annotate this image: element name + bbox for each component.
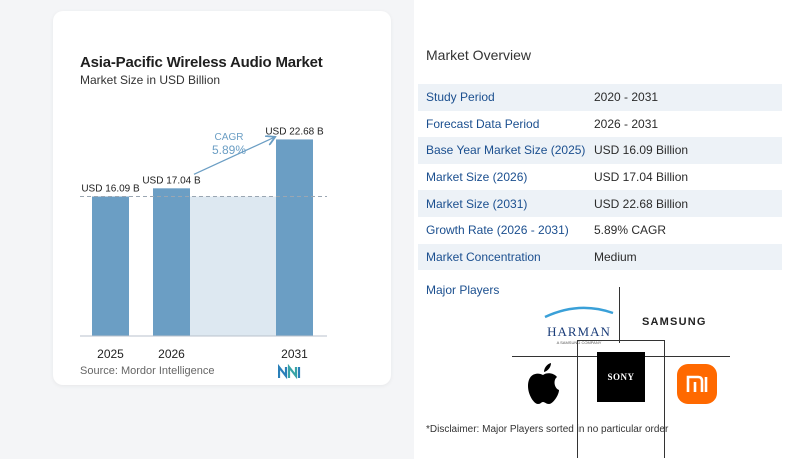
cagr-arrow bbox=[193, 137, 274, 175]
divider bbox=[664, 340, 665, 458]
overview-row: Base Year Market Size (2025) USD 16.09 Bi… bbox=[418, 137, 782, 164]
overview-row: Market Size (2026) USD 17.04 Billion bbox=[418, 164, 782, 191]
apple-logo-icon bbox=[528, 363, 559, 404]
overview-row-value: 2020 - 2031 bbox=[594, 90, 659, 105]
bar-2031 bbox=[276, 139, 313, 336]
data-label-2025: USD 16.09 B bbox=[81, 184, 140, 195]
overview-row: Study Period 2020 - 2031 bbox=[418, 84, 782, 111]
divider bbox=[577, 340, 665, 341]
overview-row-value: 2026 - 2031 bbox=[594, 116, 659, 131]
x-tick-label-2026: 2026 bbox=[158, 347, 185, 361]
cagr-label: CAGR bbox=[215, 132, 244, 143]
overview-title: Market Overview bbox=[426, 47, 532, 63]
harman-logo: HARMAN A SAMSUNG COMPANY bbox=[529, 305, 629, 345]
bar-2025 bbox=[92, 196, 129, 336]
chart-card: Asia-Pacific Wireless Audio Market Marke… bbox=[53, 11, 391, 385]
x-tick-label-2025: 2025 bbox=[97, 347, 124, 361]
growth-band bbox=[190, 196, 276, 336]
data-label-2031: USD 22.68 B bbox=[265, 126, 324, 137]
overview-row-value: USD 16.09 Billion bbox=[594, 143, 689, 158]
xiaomi-logo-icon bbox=[677, 364, 717, 404]
overview-row-label: Market Size (2026) bbox=[426, 170, 528, 185]
data-label-2026: USD 17.04 B bbox=[142, 175, 201, 186]
sony-wordmark: SONY bbox=[607, 372, 635, 382]
harman-subtitle: A SAMSUNG COMPANY bbox=[556, 340, 602, 345]
overview-row-value: 5.89% CAGR bbox=[594, 223, 667, 238]
overview-row-label: Study Period bbox=[426, 90, 495, 105]
overview-row-label: Growth Rate (2026 - 2031) bbox=[426, 223, 569, 238]
overview-row: Market Concentration Medium bbox=[418, 243, 782, 271]
bar-chart: USD 16.09 B 2025 USD 17.04 B 2026 USD 22.68 … bbox=[80, 126, 327, 361]
samsung-logo: SAMSUNG bbox=[642, 316, 707, 328]
overview-row-label: Market Concentration bbox=[426, 249, 541, 264]
overview-row-value: USD 17.04 Billion bbox=[594, 170, 689, 185]
harman-swoosh-icon bbox=[544, 306, 614, 319]
overview-table: Study Period 2020 - 2031 Forecast Data Per… bbox=[418, 84, 782, 271]
harman-wordmark: HARMAN bbox=[547, 324, 611, 339]
mordor-logo-icon bbox=[278, 364, 301, 380]
chart-title: Asia-Pacific Wireless Audio Market bbox=[80, 54, 323, 71]
sony-logo: SONY bbox=[597, 352, 645, 402]
divider bbox=[577, 340, 578, 458]
chart-subtitle: Market Size in USD Billion bbox=[80, 73, 221, 87]
overview-panel: Market Overview Study Period 2020 - 2031 F… bbox=[414, 0, 800, 459]
source-note: Source: Mordor Intelligence bbox=[80, 365, 215, 377]
overview-row-value: USD 22.68 Billion bbox=[594, 196, 689, 211]
overview-row-label: Forecast Data Period bbox=[426, 116, 540, 131]
disclaimer: *Disclaimer: Major Players sorted in no … bbox=[426, 424, 669, 435]
overview-row: Market Size (2031) USD 22.68 Billion bbox=[418, 190, 782, 217]
cagr-value: 5.89% bbox=[212, 143, 246, 157]
x-tick-label-2031: 2031 bbox=[281, 347, 308, 361]
xiaomi-mi-glyph-icon bbox=[686, 375, 708, 392]
overview-row-label: Market Size (2031) bbox=[426, 196, 528, 211]
overview-row: Forecast Data Period 2026 - 2031 bbox=[418, 111, 782, 138]
bar-2026 bbox=[153, 188, 190, 336]
overview-row: Growth Rate (2026 - 2031) 5.89% CAGR bbox=[418, 217, 782, 244]
overview-row-value: Medium bbox=[594, 249, 637, 264]
overview-row-label: Base Year Market Size (2025) bbox=[426, 143, 586, 158]
players-title: Major Players bbox=[426, 283, 500, 297]
divider bbox=[619, 287, 620, 343]
